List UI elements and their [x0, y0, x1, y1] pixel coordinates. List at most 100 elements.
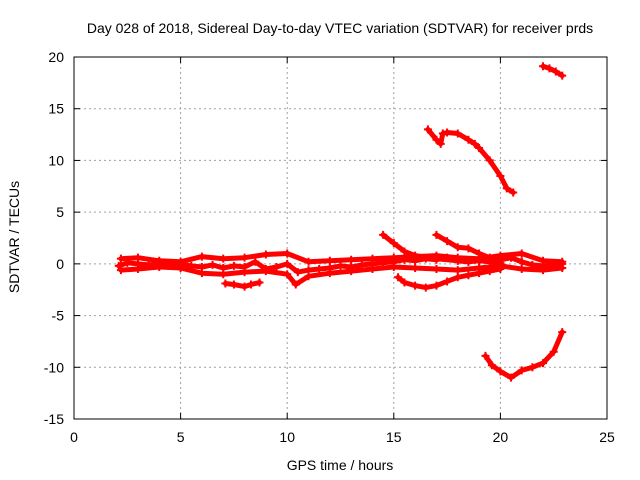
data-point [336, 261, 345, 270]
y-tick-label: 5 [56, 204, 64, 220]
data-point [229, 261, 238, 270]
data-point [176, 263, 185, 272]
data-point [464, 135, 473, 144]
x-tick-label: 25 [599, 429, 615, 445]
data-point [272, 262, 281, 271]
y-tick-label: -15 [44, 411, 64, 427]
chart-title: Day 028 of 2018, Sidereal Day-to-day VTE… [87, 20, 593, 36]
data-point [411, 263, 420, 272]
x-axis-label: GPS time / hours [287, 457, 394, 473]
data-point [221, 279, 230, 288]
data-point [368, 254, 377, 263]
data-point [558, 71, 567, 80]
data-point [443, 237, 452, 246]
data-point [133, 265, 142, 274]
series-top-segment [540, 63, 565, 79]
data-point [325, 256, 334, 265]
data-point [475, 144, 484, 153]
data-point [549, 347, 558, 356]
data-point [453, 273, 462, 282]
data-point [432, 254, 441, 263]
data-point [315, 265, 324, 274]
data-point [496, 171, 505, 180]
data-point [251, 257, 260, 266]
data-point [240, 253, 249, 262]
data-point [507, 253, 516, 262]
x-tick-label: 0 [70, 429, 78, 445]
data-point [517, 265, 526, 274]
data-point [229, 280, 238, 289]
data-point [485, 156, 494, 165]
data-point [517, 366, 526, 375]
data-point [261, 250, 270, 259]
data-point [325, 269, 334, 278]
y-tick-label: -10 [44, 359, 64, 375]
data-point [539, 359, 548, 368]
x-tick-label: 20 [493, 429, 509, 445]
data-point [443, 128, 452, 137]
data-point [283, 270, 292, 279]
data-point [487, 361, 496, 370]
data-point [475, 269, 484, 278]
data-point [197, 269, 206, 278]
data-point [400, 247, 409, 256]
data-point [421, 283, 430, 292]
data-point [509, 188, 518, 197]
data-point [291, 280, 300, 289]
data-point [379, 230, 388, 239]
data-point [368, 265, 377, 274]
data-point [453, 129, 462, 138]
x-tick-label: 15 [386, 429, 402, 445]
x-tick-label: 10 [279, 429, 295, 445]
data-point [155, 262, 164, 271]
data-point [432, 265, 441, 274]
data-point [453, 256, 462, 265]
data-point [197, 252, 206, 261]
data-point [436, 139, 445, 148]
series-group [114, 62, 567, 382]
data-point [464, 257, 473, 266]
data-point [246, 280, 255, 289]
y-tick-label: 0 [56, 256, 64, 272]
plot-frame [73, 56, 608, 420]
data-point [432, 281, 441, 290]
data-point [219, 270, 228, 279]
data-point [453, 266, 462, 275]
data-point [304, 272, 313, 281]
data-point [432, 135, 441, 144]
data-point [255, 278, 264, 287]
x-tick-labels: 0 5 10 15 20 25 [70, 429, 615, 445]
data-point [389, 239, 398, 248]
data-point [528, 363, 537, 372]
data-point [208, 260, 217, 269]
data-point [517, 257, 526, 266]
data-point [539, 266, 548, 275]
data-point [502, 184, 511, 193]
data-point [389, 253, 398, 262]
data-point [475, 249, 484, 258]
y-axis-label: SDTVAR / TECUs [6, 181, 22, 293]
data-point [261, 267, 270, 276]
data-point [539, 256, 548, 265]
data-point [133, 253, 142, 262]
data-point [400, 278, 409, 287]
data-point [485, 267, 494, 276]
data-point [443, 277, 452, 286]
data-point [485, 253, 494, 262]
data-point [347, 255, 356, 264]
data-point [304, 257, 313, 266]
data-point [507, 373, 516, 382]
data-point [453, 243, 462, 252]
data-point [219, 254, 228, 263]
data-point [558, 263, 567, 272]
data-point [240, 268, 249, 277]
y-tick-label: -5 [52, 308, 65, 324]
data-point [539, 62, 548, 71]
y-tick-label: 10 [48, 152, 64, 168]
data-point [464, 271, 473, 280]
data-point [293, 268, 302, 277]
data-point [551, 67, 560, 76]
data-point [558, 328, 567, 337]
data-point [423, 125, 432, 134]
